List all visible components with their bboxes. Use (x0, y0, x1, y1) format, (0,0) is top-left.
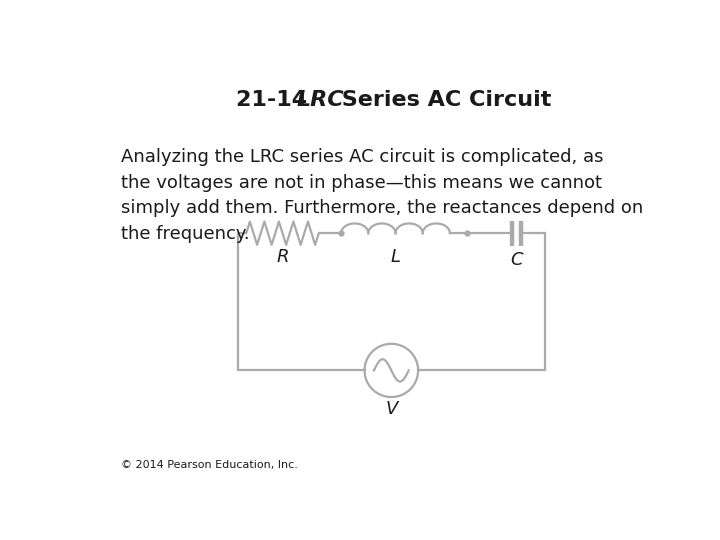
Text: 21-14: 21-14 (235, 90, 315, 110)
Text: Analyzing the LRC series AC circuit is complicated, as
the voltages are not in p: Analyzing the LRC series AC circuit is c… (121, 148, 643, 243)
Text: R: R (276, 248, 289, 266)
Text: LRC: LRC (297, 90, 344, 110)
Text: V: V (385, 401, 397, 418)
Text: Series AC Circuit: Series AC Circuit (334, 90, 552, 110)
Text: L: L (390, 248, 400, 266)
Text: C: C (510, 251, 523, 269)
Text: © 2014 Pearson Education, Inc.: © 2014 Pearson Education, Inc. (121, 460, 297, 470)
